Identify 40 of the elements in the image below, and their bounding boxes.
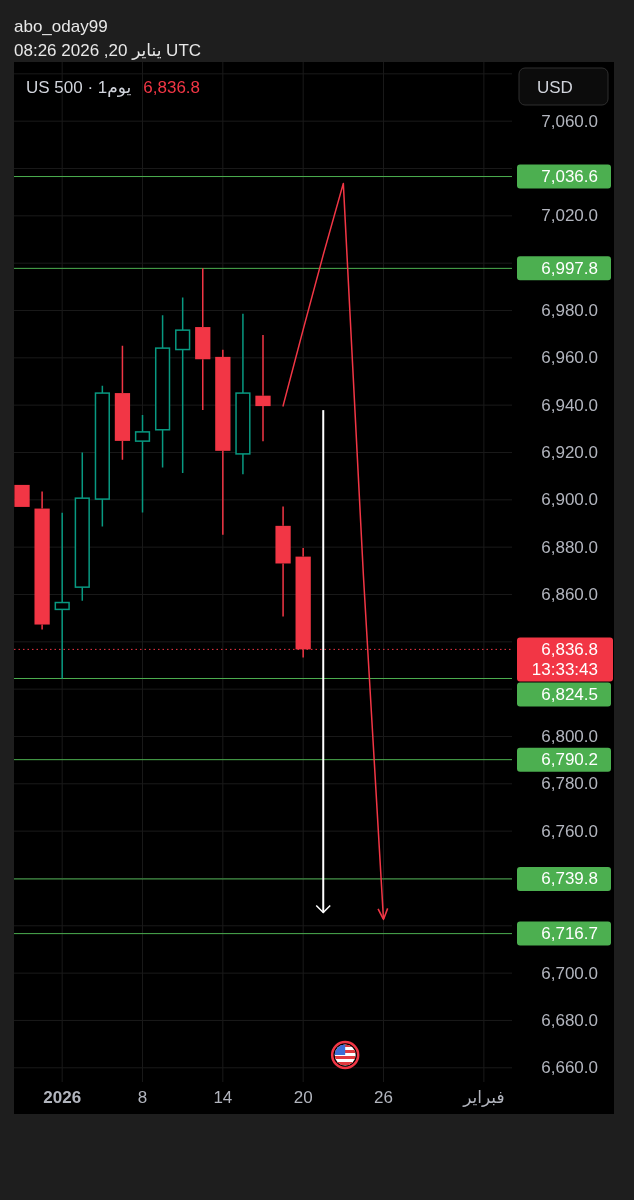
ref-line-label: 6,836.8 13:33:43 bbox=[531, 639, 598, 679]
price-label: 6,739.8 bbox=[517, 866, 611, 891]
y-tick-label: 6,700.0 bbox=[541, 963, 598, 983]
text: US 500 · 1يوم bbox=[26, 77, 132, 97]
ref-line-label: 6,824.5 bbox=[541, 684, 598, 704]
y-tick-label: 7,020.0 bbox=[541, 206, 598, 226]
y-tick-label: 6,960.0 bbox=[541, 348, 598, 368]
x-tick-label: 26 bbox=[374, 1087, 393, 1107]
y-tick-label: 6,880.0 bbox=[541, 537, 598, 557]
price-label: 6,716.7 bbox=[517, 921, 611, 946]
ref-line-label: 6,790.2 bbox=[541, 750, 598, 770]
ref-line-label: 6,739.8 bbox=[541, 869, 598, 889]
y-tick-label: 6,940.0 bbox=[541, 395, 598, 415]
price-label: 6,836.8 13:33:43 bbox=[517, 637, 613, 682]
price-label: 6,790.2 bbox=[517, 747, 611, 772]
y-tick-label: 6,760.0 bbox=[541, 821, 598, 841]
y-tick-label: 6,900.0 bbox=[541, 490, 598, 510]
y-tick-label: 6,980.0 bbox=[541, 300, 598, 320]
ref-line-label: 6,716.7 bbox=[541, 924, 598, 944]
y-tick-label: 6,800.0 bbox=[541, 726, 598, 746]
x-tick-label: 2026 bbox=[43, 1087, 82, 1107]
y-tick-label: 7,060.0 bbox=[541, 111, 598, 131]
y-tick-label: 6,680.0 bbox=[541, 1010, 598, 1030]
x-tick-label: 20 bbox=[293, 1087, 313, 1107]
x-tick-label: 14 bbox=[213, 1087, 233, 1107]
x-tick-label: فبراير bbox=[462, 1087, 505, 1107]
y-tick-label: 6,920.0 bbox=[541, 442, 598, 462]
y-tick-label: 6,780.0 bbox=[541, 774, 598, 794]
price-label: 6,824.5 bbox=[517, 682, 611, 707]
text: يناير 20, 2026 08:26 UTC bbox=[14, 40, 202, 60]
price-label: 7,036.6 bbox=[517, 164, 611, 189]
currency-button: USD bbox=[518, 67, 609, 106]
ref-line-label: 7,036.6 bbox=[541, 167, 598, 187]
y-tick-label: 6,660.0 bbox=[541, 1058, 598, 1078]
ref-line-label: 6,997.8 bbox=[541, 258, 598, 278]
x-tick-label: 8 bbox=[137, 1087, 148, 1107]
y-tick-label: 6,860.0 bbox=[541, 584, 598, 604]
price-label: 6,997.8 bbox=[517, 256, 611, 281]
annotation: 6,836.8 bbox=[143, 77, 201, 97]
chart-subtitle: abo_oday99 bbox=[14, 16, 108, 36]
